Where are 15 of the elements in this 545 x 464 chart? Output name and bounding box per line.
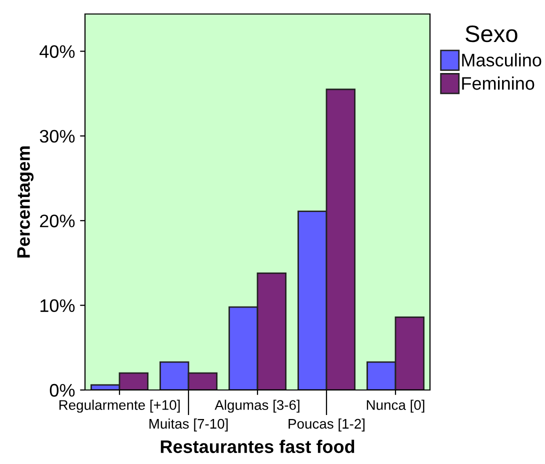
x-tick-label: Nunca [0]	[366, 400, 424, 413]
x-tick-label: Regularmente [+10]	[59, 400, 180, 413]
y-tick-label: 20%	[40, 214, 75, 228]
x-axis-title: Restaurantes fast food	[160, 440, 354, 454]
y-tick-label: 0%	[50, 384, 75, 397]
legend-title: Sexo	[466, 25, 518, 42]
y-tick-label: 30%	[40, 130, 75, 143]
legend-label: Feminino	[462, 76, 534, 90]
x-tick-label: Poucas [1-2]	[288, 418, 364, 432]
y-tick-label: 10%	[40, 299, 75, 312]
y-tick-label: 40%	[40, 45, 75, 58]
x-tick-label: Algumas [3-6]	[214, 400, 300, 413]
y-axis-title: Percentagem	[17, 146, 34, 258]
legend-label: Masculino	[462, 53, 542, 67]
x-tick-label: Muitas [7-10]	[150, 418, 228, 432]
